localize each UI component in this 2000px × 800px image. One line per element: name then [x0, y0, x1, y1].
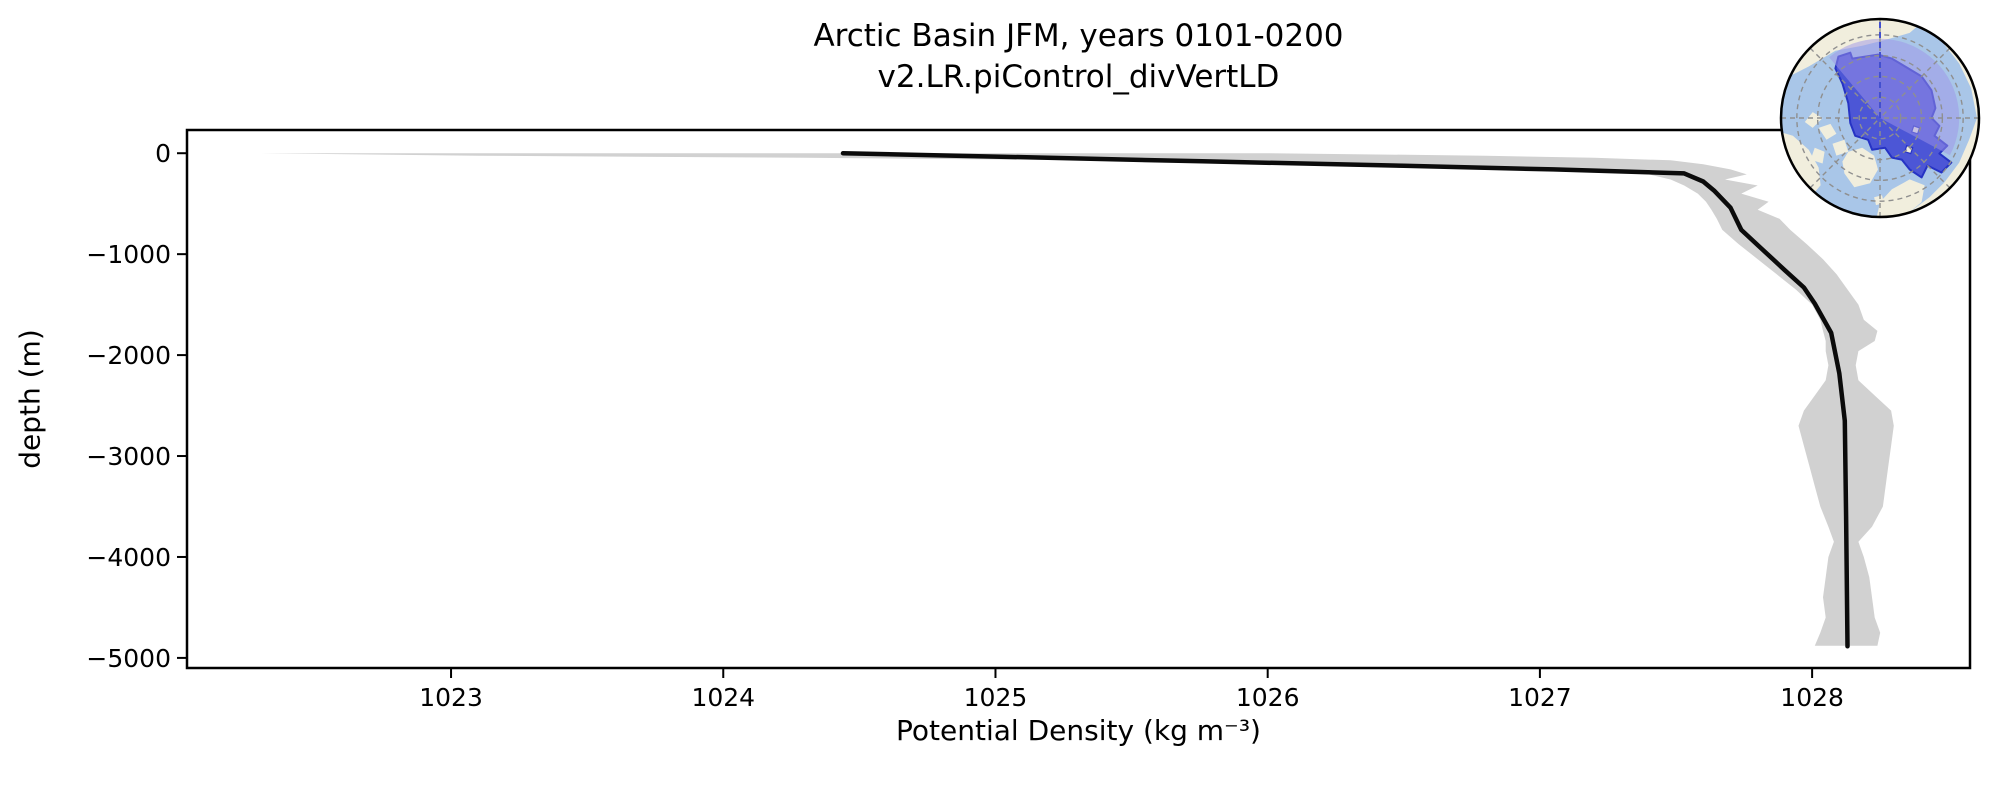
x-tick-label: 1025 [964, 683, 1028, 712]
x-tick-label: 1027 [1508, 683, 1572, 712]
plot-title: Arctic Basin JFM, years 0101-0200 v2.LR.… [187, 16, 1970, 98]
map-highlight-sector [1829, 38, 1960, 156]
plot-title-line2: v2.LR.piControl_divVertLD [877, 59, 1280, 95]
x-tick-label: 1028 [1780, 683, 1844, 712]
y-tick-label: −2000 [86, 341, 171, 370]
plot-title-line1: Arctic Basin JFM, years 0101-0200 [813, 18, 1344, 54]
arctic-map-content [1781, 19, 1979, 217]
map-land [1874, 195, 1884, 206]
map-land [1832, 139, 1849, 156]
axes-frame [185, 128, 1972, 670]
y-tick-label: −3000 [86, 442, 171, 471]
map-land [1804, 112, 1823, 128]
map-land [1781, 19, 1932, 94]
x-axis-label: Potential Density (kg m⁻³) [896, 714, 1261, 747]
mean-profile-line [840, 150, 1850, 649]
spread-band [260, 153, 1894, 646]
map-rim [1779, 17, 1981, 219]
y-tick-label: −1000 [86, 240, 171, 269]
x-tick-label: 1026 [1236, 683, 1300, 712]
map-land [1875, 179, 1925, 217]
map-land [1818, 123, 1837, 140]
y-axis-label: depth (m) [13, 329, 47, 469]
map-graticule-meridian [1882, 47, 1951, 116]
x-tick-label: 1024 [691, 683, 755, 712]
y-tick-label: −5000 [86, 644, 171, 673]
map-graticule-meridian [1809, 120, 1878, 189]
map-graticule-meridian [1809, 47, 1878, 116]
map-land [1810, 147, 1825, 164]
x-tick-label: 1023 [419, 683, 483, 712]
y-tick-label: −4000 [86, 543, 171, 572]
map-graticule-circle [1858, 96, 1902, 140]
y-tick-label: 0 [155, 139, 171, 168]
arctic-map-inset [1779, 17, 1981, 219]
map-graticule-meridian [1882, 120, 1951, 189]
